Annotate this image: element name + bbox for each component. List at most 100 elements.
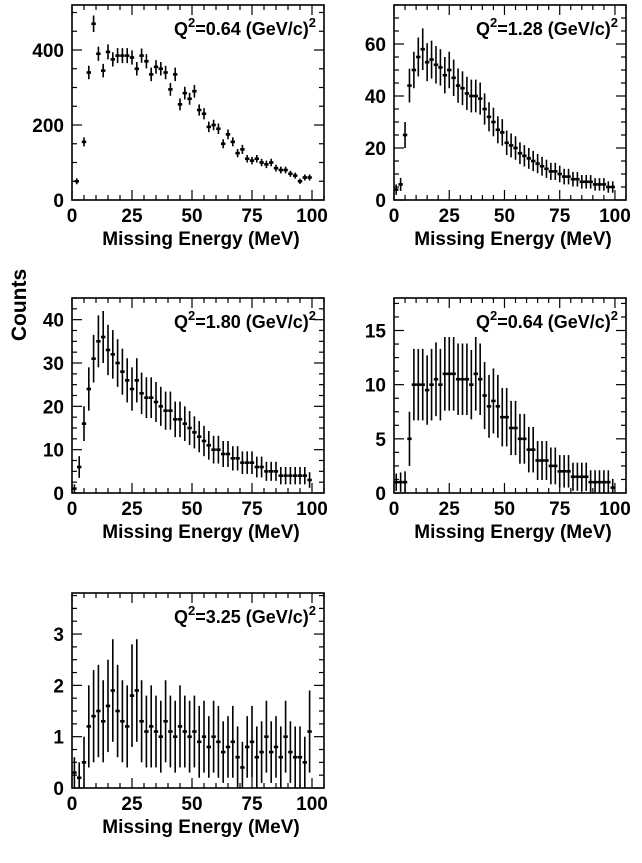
data-point <box>139 54 144 57</box>
data-point <box>96 52 101 56</box>
data-point <box>522 154 527 158</box>
data-point <box>101 719 106 723</box>
data-point <box>394 188 399 191</box>
x-tick-label: 100 <box>296 206 328 227</box>
data-point <box>482 394 487 397</box>
data-point <box>221 750 226 754</box>
plot-frame <box>393 4 627 201</box>
y-tick-label: 30 <box>43 354 64 375</box>
data-point <box>293 755 298 759</box>
data-point <box>177 725 183 728</box>
data-point <box>134 379 139 382</box>
data-point <box>225 133 231 136</box>
data-series <box>74 15 312 185</box>
x-tick-label: 0 <box>67 794 78 815</box>
data-point <box>230 140 235 144</box>
y-tick-label: 10 <box>43 441 64 462</box>
data-point <box>134 689 139 692</box>
data-point <box>120 719 125 723</box>
x-tick-label: 50 <box>181 499 202 520</box>
data-point <box>588 480 593 484</box>
data-point <box>192 431 197 434</box>
data-point <box>407 437 412 441</box>
data-point <box>249 159 255 162</box>
data-point <box>597 183 602 186</box>
data-point <box>455 377 461 381</box>
data-point <box>539 459 545 462</box>
data-point <box>302 176 307 179</box>
data-point <box>240 766 245 769</box>
data-point <box>163 409 168 412</box>
y-tick-label: 200 <box>32 116 64 137</box>
data-point <box>531 448 536 451</box>
data-point <box>144 396 149 399</box>
y-tick-label: 400 <box>32 41 64 62</box>
data-point <box>245 745 250 749</box>
data-point <box>302 761 307 764</box>
data-point <box>216 740 221 744</box>
data-point <box>187 97 192 101</box>
data-point <box>411 383 417 386</box>
x-tick-label: 50 <box>494 206 515 227</box>
data-point <box>297 755 303 759</box>
data-point <box>288 474 293 477</box>
y-tick-label: 3 <box>53 625 64 646</box>
data-point <box>416 55 421 59</box>
data-point <box>96 709 101 713</box>
data-point <box>535 162 540 165</box>
data-point <box>259 750 264 754</box>
data-point <box>297 179 303 183</box>
data-point <box>451 372 456 376</box>
x-tick-label: 0 <box>67 499 78 520</box>
data-point <box>201 735 207 738</box>
data-point <box>566 470 571 473</box>
data-point <box>91 22 96 26</box>
data-point <box>273 470 279 473</box>
x-axis-label: Missing Energy (MeV) <box>102 229 299 250</box>
y-axis-label: Counts <box>8 269 31 341</box>
x-axis-label: Missing Energy (MeV) <box>414 229 611 250</box>
data-point <box>206 745 211 749</box>
data-point <box>221 142 226 146</box>
data-point <box>96 340 101 343</box>
data-point <box>592 480 598 484</box>
data-point <box>264 735 269 738</box>
panel-3: 0 25 50 75 100 0 10 20 30 40 Missing Energy (MeV) Q… <box>43 297 328 543</box>
data-point <box>424 60 430 64</box>
data-point <box>264 163 269 166</box>
data-point <box>473 372 478 376</box>
data-point <box>570 177 576 181</box>
data-point <box>182 91 187 95</box>
data-point <box>438 383 443 386</box>
data-point <box>557 470 562 473</box>
data-point <box>173 418 178 421</box>
x-tick-label: 75 <box>241 499 263 520</box>
data-point <box>495 128 501 132</box>
x-tick-label: 100 <box>599 206 631 227</box>
x-tick-label: 100 <box>599 499 631 520</box>
data-point <box>491 399 496 403</box>
data-point <box>495 405 501 408</box>
data-point <box>72 771 77 774</box>
data-point <box>168 409 173 412</box>
data-point <box>211 448 216 451</box>
data-point <box>407 84 412 87</box>
data-point <box>469 383 474 386</box>
data-point <box>508 426 514 430</box>
data-point <box>235 457 240 460</box>
data-point <box>504 141 509 145</box>
data-point <box>420 47 425 51</box>
data-point <box>225 745 231 749</box>
data-point <box>606 480 611 484</box>
data-point <box>177 103 183 106</box>
y-tick-label: 40 <box>43 311 64 332</box>
data-point <box>77 776 82 780</box>
data-point <box>149 396 154 399</box>
data-point <box>173 735 178 738</box>
y-tick-label: 5 <box>375 430 386 451</box>
data-point <box>610 185 615 189</box>
data-point <box>235 755 240 759</box>
data-point <box>249 461 255 464</box>
data-point <box>411 68 417 72</box>
